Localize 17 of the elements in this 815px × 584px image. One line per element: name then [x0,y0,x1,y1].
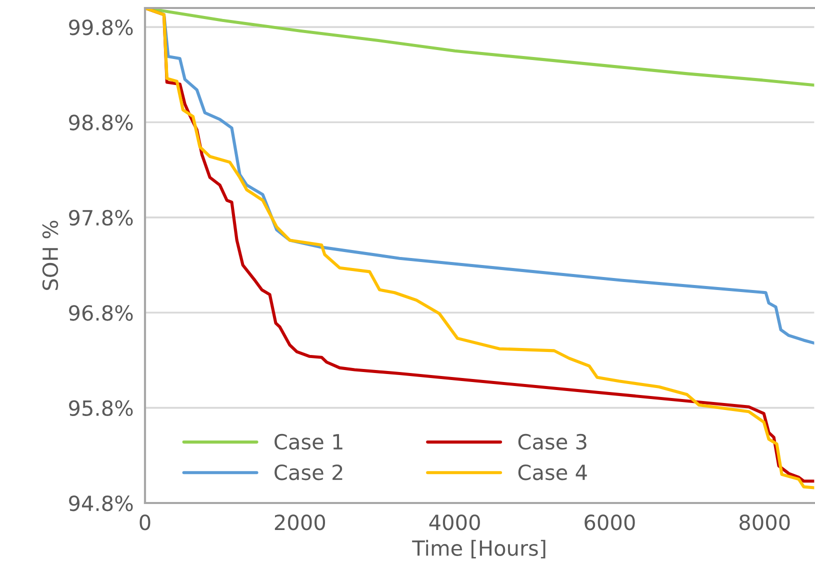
y-tick-label: 94.8% [69,495,133,512]
y-tick-label: 98.8% [69,114,133,130]
x-tick-label: 4000 [429,514,480,530]
x-tick-label: 8000 [740,514,790,530]
y-tick-label: 99.8% [69,19,133,36]
y-axis-title: SOH % [42,220,58,290]
legend-label: Case 4 [518,464,587,480]
legend-label: Case 1 [274,434,342,450]
x-tick-label: 0 [140,514,150,530]
x-axis-title: Time [Hours] [412,540,546,558]
legend-label: Case 2 [274,464,342,480]
x-tick-label: 6000 [584,514,635,530]
x-tick-label: 2000 [274,514,326,530]
y-tick-label: 95.8% [69,400,133,416]
y-tick-label: 97.8% [69,210,133,226]
legend-label: Case 3 [518,434,586,450]
y-tick-label: 96.8% [69,305,133,321]
